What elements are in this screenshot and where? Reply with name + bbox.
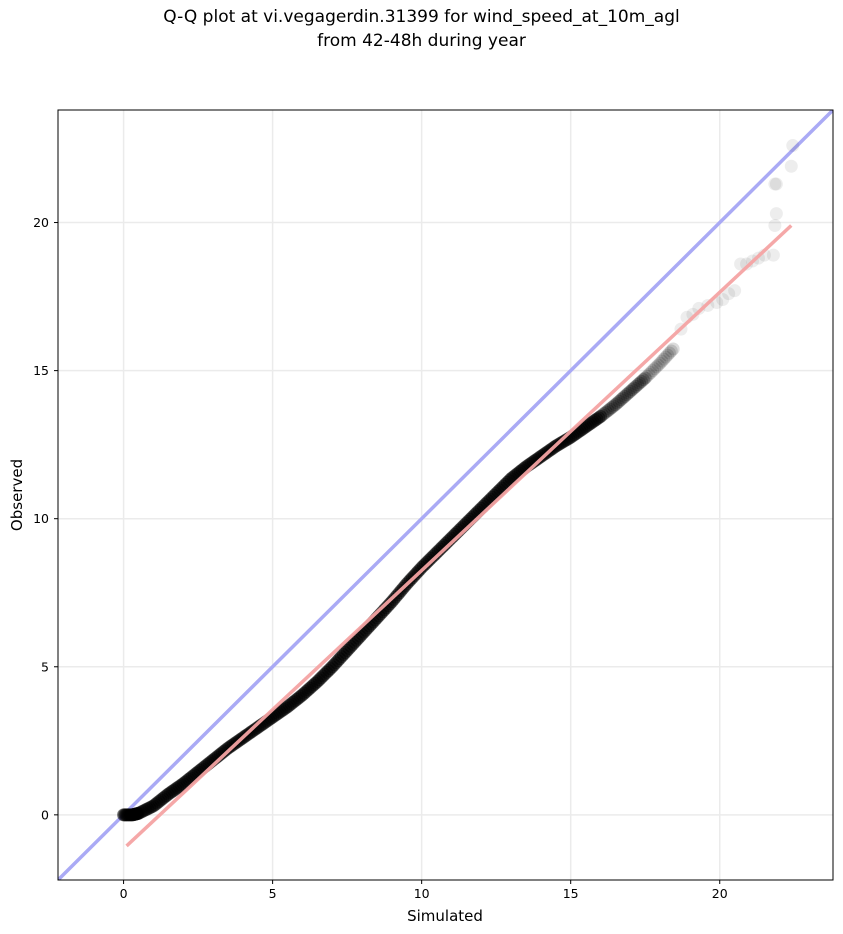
y-tick-label: 5 — [41, 659, 49, 674]
y-axis-label: Observed — [8, 459, 26, 531]
quantile-point — [722, 287, 736, 301]
quantile-point — [661, 348, 675, 362]
quantile-point — [623, 384, 637, 398]
quantile-point — [649, 360, 663, 374]
quantile-point — [603, 402, 617, 416]
quantile-point — [629, 379, 643, 393]
quantile-point — [664, 344, 678, 358]
quantile-point — [634, 374, 648, 388]
y-tick-label: 0 — [41, 807, 49, 822]
y-tick-label: 10 — [33, 511, 49, 526]
chart-subtitle: from 42-48h during year — [317, 31, 526, 51]
quantile-point — [625, 383, 639, 397]
chart-title: Q-Q plot at vi.vegagerdin.31399 for wind… — [163, 7, 680, 27]
y-tick-label: 20 — [33, 215, 49, 230]
quantile-point — [610, 396, 624, 410]
quantile-point — [633, 376, 647, 390]
x-tick-label: 0 — [120, 886, 128, 901]
quantile-point — [595, 408, 609, 422]
grid — [58, 110, 833, 880]
quantile-point — [659, 350, 673, 364]
quantile-point — [640, 369, 654, 383]
quantile-point — [648, 362, 662, 376]
reference-line — [58, 110, 833, 880]
plot-frame — [57, 109, 834, 881]
quantile-point — [621, 386, 635, 400]
x-tick-label: 10 — [414, 886, 430, 901]
quantile-point — [728, 284, 742, 298]
quantile-point — [666, 342, 680, 356]
x-axis-label: Simulated — [407, 907, 483, 925]
quantile-point — [651, 358, 665, 372]
quantile-point — [608, 398, 622, 412]
quantile-point — [662, 346, 676, 360]
quantile-point — [686, 307, 700, 321]
quantile-point — [644, 365, 658, 379]
quantile-point — [740, 257, 754, 271]
quantile-point — [784, 159, 798, 173]
quantile-point — [605, 401, 619, 415]
quantile-point — [769, 207, 783, 221]
quantile-point — [599, 405, 613, 419]
quantile-point — [653, 356, 667, 370]
quantile-point — [601, 404, 615, 418]
quantile-point — [597, 407, 611, 421]
x-tick-label: 20 — [712, 886, 728, 901]
quantile-point — [627, 381, 641, 395]
quantile-point — [716, 293, 730, 307]
plot-area — [58, 110, 833, 880]
axis-ticks: 0 5 10 15 20 0 5 10 15 20 — [33, 215, 728, 901]
quantile-point — [618, 389, 632, 403]
fit-line — [125, 224, 793, 848]
quantile-point — [786, 139, 800, 153]
quantile-point — [620, 388, 634, 402]
quantile-point — [734, 257, 748, 271]
quantile-point — [768, 219, 782, 232]
quantile-point — [631, 378, 645, 392]
quantile-point — [768, 177, 782, 191]
quantile-point — [642, 367, 656, 381]
quantile-point — [769, 177, 783, 191]
x-tick-label: 5 — [269, 886, 277, 901]
y-tick-label: 15 — [33, 363, 49, 378]
quantile-point — [655, 354, 669, 368]
quantile-point — [594, 410, 607, 424]
x-tick-label: 15 — [563, 886, 579, 901]
quantile-point — [614, 393, 628, 407]
quantile-point — [646, 364, 660, 378]
quantile-point — [657, 352, 671, 366]
quantile-point — [612, 394, 626, 408]
quantile-point — [766, 248, 780, 262]
quantile-point — [692, 301, 706, 315]
quantile-point — [616, 391, 630, 405]
quantile-point — [638, 371, 652, 385]
quantile-point — [607, 399, 621, 413]
quantile-point — [636, 373, 650, 387]
